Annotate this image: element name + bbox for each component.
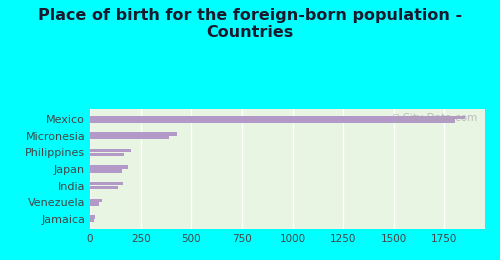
Bar xyxy=(90,165,128,169)
Text: Ⓣ City-Data.com: Ⓣ City-Data.com xyxy=(393,113,477,123)
Bar xyxy=(90,132,177,135)
Bar xyxy=(90,215,95,219)
Bar xyxy=(90,186,118,189)
Bar xyxy=(90,182,124,185)
Bar xyxy=(90,199,102,202)
Bar xyxy=(90,149,130,152)
Bar xyxy=(90,153,124,156)
Bar xyxy=(90,136,169,139)
Bar xyxy=(90,219,94,222)
Bar xyxy=(90,119,455,123)
Bar xyxy=(90,116,465,119)
Bar xyxy=(90,169,122,173)
Text: Place of birth for the foreign-born population -
Countries: Place of birth for the foreign-born popu… xyxy=(38,8,462,40)
Bar xyxy=(90,203,99,206)
